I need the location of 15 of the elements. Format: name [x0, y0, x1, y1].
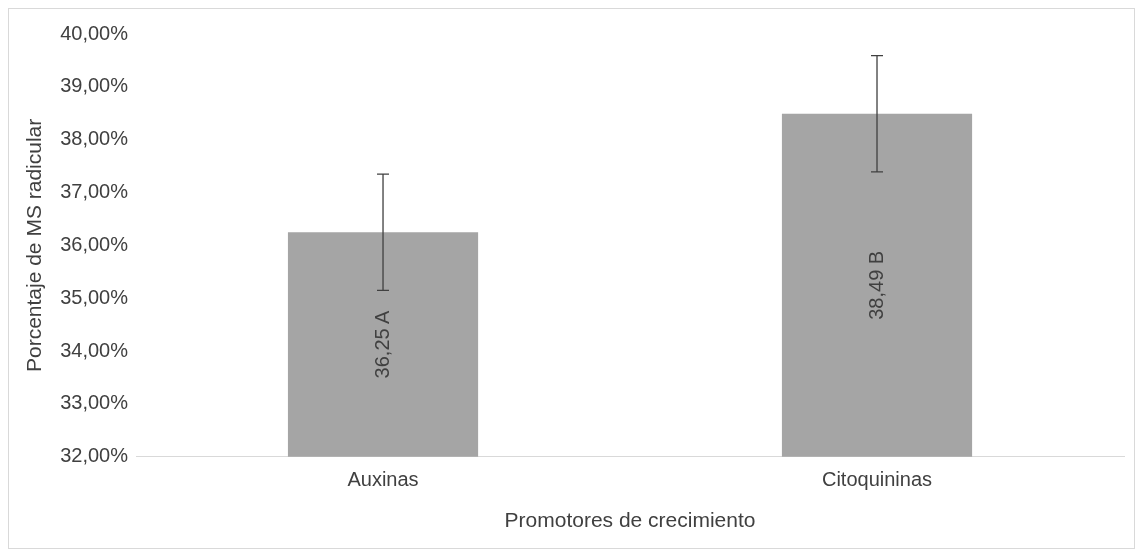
x-axis-title: Promotores de crecimiento: [504, 508, 756, 532]
y-tick-label: 39,00%: [60, 74, 129, 97]
y-tick-label: 34,00%: [60, 338, 129, 361]
y-tick-label: 40,00%: [60, 21, 129, 44]
data-label: 36,25 A: [370, 309, 393, 379]
y-tick-label: 32,00%: [60, 444, 129, 467]
x-tick-label: Auxinas: [347, 468, 419, 491]
y-tick-label: 38,00%: [60, 127, 129, 150]
y-tick-label: 35,00%: [60, 285, 129, 308]
y-axis-title: Porcentaje de MS radicular: [22, 118, 46, 373]
data-label: 38,49 B: [864, 250, 887, 320]
x-tick-label: Citoquininas: [821, 468, 933, 491]
y-tick-label: 36,00%: [60, 232, 129, 255]
y-tick-label: 37,00%: [60, 180, 129, 203]
y-tick-label: 33,00%: [60, 391, 129, 414]
